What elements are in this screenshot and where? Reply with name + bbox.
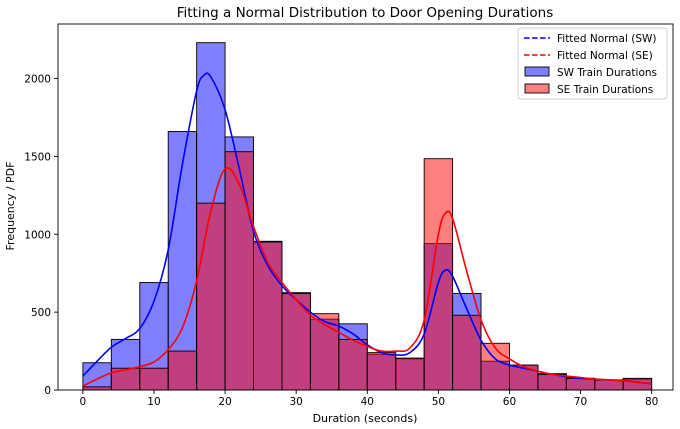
se-bar xyxy=(224,151,254,391)
se-bar xyxy=(338,338,368,391)
legend-sw-hist-swatch xyxy=(524,66,550,77)
se-bar xyxy=(395,357,425,391)
se-bar xyxy=(196,202,226,391)
x-tick-label: 80 xyxy=(645,396,658,408)
x-tick-label: 0 xyxy=(80,396,87,408)
x-tick-label: 20 xyxy=(218,396,231,408)
se-bar xyxy=(366,352,397,391)
x-tick-label: 60 xyxy=(503,396,516,408)
se-bar xyxy=(167,350,198,391)
y-axis-label: Frequency / PDF xyxy=(4,162,17,251)
y-tick-label: 1000 xyxy=(24,229,51,241)
y-tick-label: 500 xyxy=(31,307,51,319)
x-tick-label: 30 xyxy=(289,396,302,408)
se-fitted-curve xyxy=(82,167,652,387)
se-bar xyxy=(565,377,596,391)
x-tick-label: 40 xyxy=(361,396,374,408)
y-tick-label: 2000 xyxy=(24,74,51,86)
legend-se-hist-swatch xyxy=(524,83,550,94)
x-axis-label: Duration (seconds) xyxy=(313,412,418,425)
se-bar xyxy=(622,377,653,391)
se-bar xyxy=(480,342,510,391)
sw-bar xyxy=(82,362,112,391)
legend-sw-hist-label: SW Train Durations xyxy=(557,67,657,79)
se-bar xyxy=(423,158,454,391)
chart-title: Fitting a Normal Distribution to Door Op… xyxy=(177,5,554,21)
x-axis-ticks: 0 10 20 30 40 50 60 70 80 xyxy=(80,390,658,408)
se-bar xyxy=(139,367,169,391)
y-tick-label: 0 xyxy=(44,385,51,397)
x-tick-label: 50 xyxy=(432,396,445,408)
se-bar xyxy=(594,379,624,391)
x-tick-label: 70 xyxy=(574,396,587,408)
legend: Fitted Normal (SW) Fitted Normal (SE) SW… xyxy=(517,27,668,100)
legend-se-hist-label: SE Train Durations xyxy=(557,84,653,96)
legend-sw-fit-label: Fitted Normal (SW) xyxy=(557,33,656,45)
x-tick-label: 10 xyxy=(147,396,160,408)
se-bar xyxy=(452,314,482,391)
fitted-curves xyxy=(82,72,652,387)
plot-frame xyxy=(57,23,674,391)
y-axis-ticks: 0 500 1000 1500 2000 xyxy=(24,74,58,397)
se-bar xyxy=(82,386,112,391)
legend-se-fit-label: Fitted Normal (SE) xyxy=(557,50,653,62)
y-tick-label: 1500 xyxy=(24,151,51,163)
legend-box xyxy=(517,27,668,100)
